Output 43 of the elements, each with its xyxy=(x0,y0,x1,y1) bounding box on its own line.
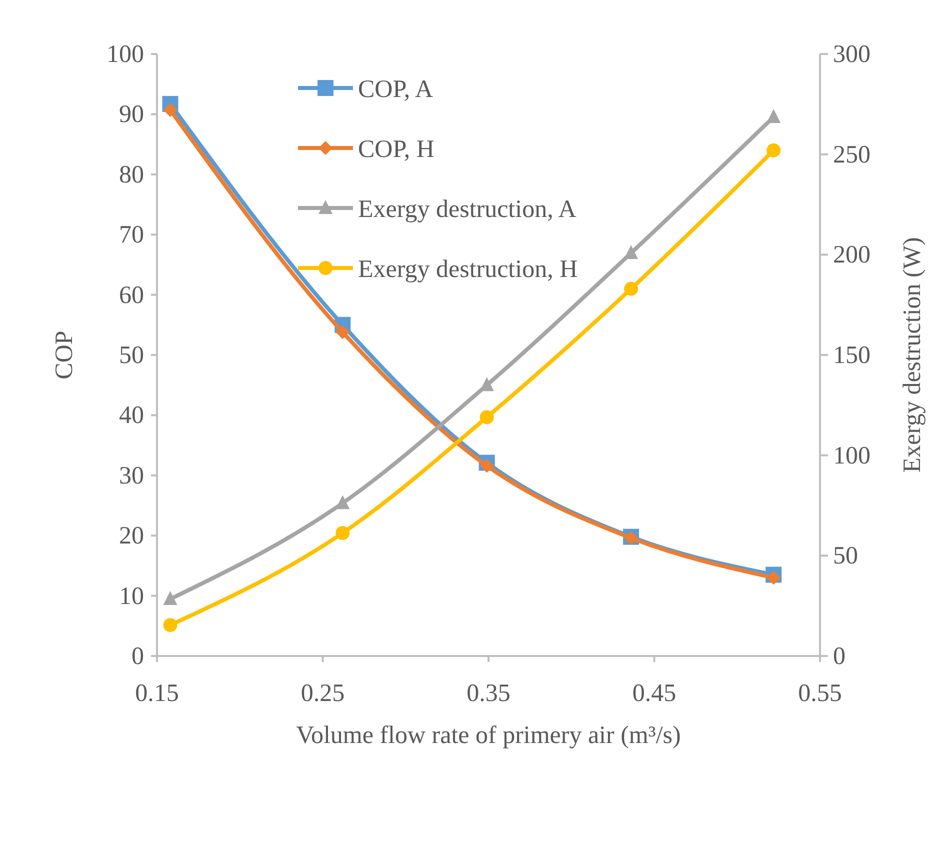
point xyxy=(766,143,781,158)
y2-tick-label: 150 xyxy=(833,342,870,369)
y2-tick-label: 100 xyxy=(833,442,870,470)
y-tick-label: 70 xyxy=(119,222,144,249)
y-tick-label: 90 xyxy=(119,101,144,128)
x-axis-title: Volume flow rate of primery air (m³/s) xyxy=(296,722,681,749)
y2-tick-label: 250 xyxy=(833,141,870,168)
legend-label: Exergy destruction, H xyxy=(358,256,578,283)
y-tick-label: 0 xyxy=(132,643,144,670)
point xyxy=(766,570,781,585)
point xyxy=(163,591,178,606)
point xyxy=(336,495,350,510)
y2-axis-title: Exergy destruction (W) xyxy=(899,237,926,473)
x-tick-label: 0.15 xyxy=(135,680,179,707)
x-tick-label: 0.35 xyxy=(466,680,510,707)
x-tick-label: 0.55 xyxy=(798,680,842,707)
y-axis-title: COP xyxy=(51,330,78,380)
y2-tick-label: 50 xyxy=(833,542,858,570)
y-tick-label: 60 xyxy=(119,282,144,309)
y-tick-label: 40 xyxy=(119,402,144,430)
point xyxy=(624,282,638,296)
y2-tick-label: 200 xyxy=(833,242,870,269)
point xyxy=(624,245,638,260)
y-tick-label: 20 xyxy=(119,522,144,550)
y-tick-label: 30 xyxy=(119,462,144,490)
x-tick-label: 0.45 xyxy=(632,680,676,707)
point xyxy=(336,526,350,540)
y2-tick-label: 300 xyxy=(833,41,870,68)
legend-label: COP, A xyxy=(358,76,434,103)
point xyxy=(766,109,781,124)
y2-tick-label: 0 xyxy=(833,643,846,670)
point xyxy=(163,102,178,117)
point xyxy=(336,325,350,340)
x-tick-label: 0.25 xyxy=(300,680,345,707)
point xyxy=(480,410,494,424)
point xyxy=(163,618,178,632)
y-tick-label: 80 xyxy=(119,161,144,188)
legend-label: Exergy destruction, A xyxy=(358,196,576,223)
y-tick-label: 10 xyxy=(119,582,144,610)
y-tick-label: 50 xyxy=(119,342,144,369)
point xyxy=(480,458,494,473)
legend-label: COP, H xyxy=(358,136,434,163)
y-tick-label: 100 xyxy=(106,41,144,68)
